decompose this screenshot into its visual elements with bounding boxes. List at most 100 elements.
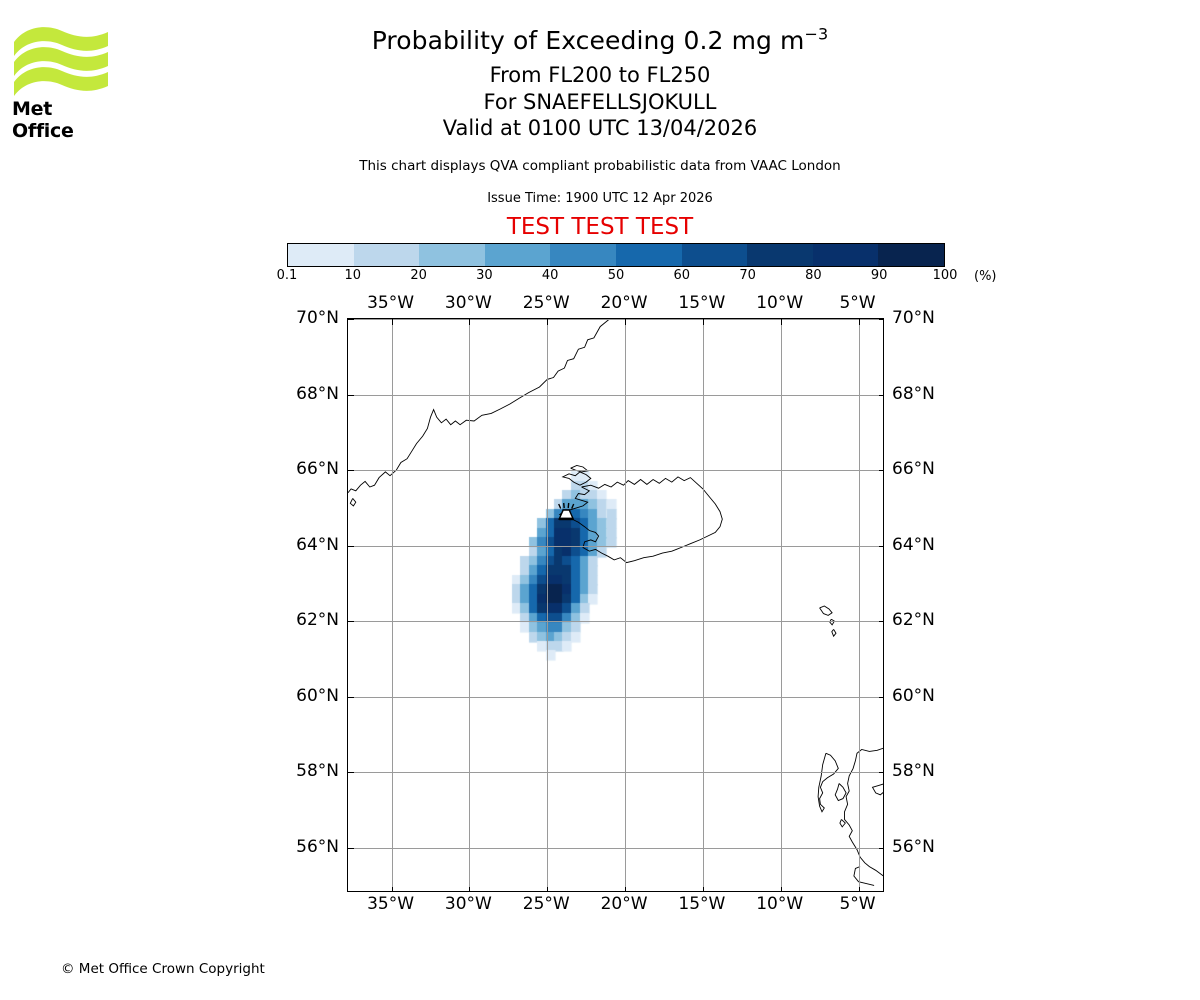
colorbar-tick-40: 40: [541, 268, 559, 283]
gridline-lon: [625, 319, 627, 891]
page-title-exponent: −3: [804, 24, 829, 44]
lat-label-right-64°N: 64°N: [892, 534, 935, 555]
volcano-name-subtitle: For SNAEFELLSJOKULL: [483, 90, 717, 114]
gridline-lat: [348, 621, 883, 623]
lat-label-left-62°N: 62°N: [296, 610, 339, 631]
colorbar-band-8: [812, 244, 879, 266]
lon-label-top-25°W: 25°W: [522, 293, 570, 313]
map-plot-inner: [348, 319, 883, 891]
volcano-marker-overlay: [558, 502, 575, 521]
lon-label-bottom-25°W: 25°W: [522, 894, 570, 914]
colorbar-tick-80: 80: [805, 268, 822, 283]
colorbar-tick-50: 50: [607, 268, 625, 283]
tick-lon: [391, 319, 393, 325]
lon-label-bottom-20°W: 20°W: [600, 894, 648, 914]
lon-label-bottom-15°W: 15°W: [678, 894, 726, 914]
colorbar-unit-label: (%): [974, 269, 997, 284]
gridline-lon: [391, 319, 393, 891]
lon-label-top-5°W: 5°W: [839, 293, 876, 313]
tick-lat: [348, 319, 354, 320]
page-title-text: Probability of Exceeding 0.2 mg m: [371, 26, 805, 55]
tick-lon: [469, 887, 471, 891]
gridline-lat: [348, 319, 883, 320]
colorbar-band-3: [484, 244, 551, 266]
colorbar-tick-0.1: 0.1: [276, 268, 298, 283]
tick-lon: [780, 319, 782, 325]
gridline-lat: [348, 470, 883, 472]
gridline-lat: [348, 772, 883, 774]
colorbar-tick-70: 70: [739, 268, 756, 283]
lon-label-bottom-5°W: 5°W: [839, 894, 876, 914]
lat-label-right-56°N: 56°N: [892, 836, 935, 857]
tick-lon: [780, 887, 782, 891]
colorbar-tick-10: 10: [344, 268, 362, 283]
tick-lat: [879, 319, 883, 320]
lon-label-bottom-10°W: 10°W: [756, 894, 804, 914]
colorbar-band-0: [288, 244, 354, 266]
lat-label-left-64°N: 64°N: [296, 534, 339, 555]
tick-lat: [348, 545, 354, 547]
map-plot-area[interactable]: [347, 318, 884, 892]
tick-lat: [879, 772, 883, 774]
lon-label-top-15°W: 15°W: [678, 293, 726, 313]
lat-label-right-66°N: 66°N: [892, 459, 935, 480]
lat-label-left-68°N: 68°N: [296, 383, 339, 404]
flight-level-subtitle: From FL200 to FL250: [489, 63, 711, 87]
lon-label-top-30°W: 30°W: [444, 293, 492, 313]
colorbar-tick-90: 90: [870, 268, 888, 283]
colorbar-tick-60: 60: [673, 268, 691, 283]
colorbar-band-1: [353, 244, 420, 266]
tick-lat: [348, 772, 354, 774]
lat-label-right-68°N: 68°N: [892, 383, 935, 404]
gridline-lon: [469, 319, 471, 891]
lat-label-left-60°N: 60°N: [296, 685, 339, 706]
lat-label-left-58°N: 58°N: [296, 761, 339, 782]
tick-lon: [702, 319, 704, 325]
tick-lat: [348, 394, 354, 396]
colorbar-band-6: [681, 244, 748, 266]
gridline-lon: [858, 319, 860, 891]
tick-lat: [348, 696, 354, 698]
lat-label-right-58°N: 58°N: [892, 761, 935, 782]
met-office-wave-icon: [14, 27, 108, 96]
lon-label-top-10°W: 10°W: [756, 293, 804, 313]
colorbar-tick-labels: 0.1 10 20 30 40 50 60 70 80 90 100: [277, 268, 958, 286]
tick-lat: [879, 394, 883, 396]
tick-lon: [858, 319, 860, 325]
gridline-lon: [547, 319, 549, 891]
colorbar-tick-20: 20: [410, 268, 427, 283]
gridline-lat: [348, 847, 883, 849]
colorbar-band-7: [747, 244, 813, 266]
colorbar-band-4: [550, 244, 616, 266]
tick-lat: [348, 847, 354, 849]
lat-label-right-62°N: 62°N: [892, 610, 935, 631]
volcano-symbol: [558, 502, 575, 521]
page-title: Probability of Exceeding 0.2 mg m−3: [0, 26, 1200, 55]
gridline-lat: [348, 696, 883, 698]
lon-label-top-35°W: 35°W: [367, 293, 415, 313]
tick-lon: [858, 887, 860, 891]
gridline-lat: [348, 394, 883, 396]
gridline-lon: [780, 319, 782, 891]
tick-lon: [702, 887, 704, 891]
valid-time-subtitle: Valid at 0100 UTC 13/04/2026: [442, 116, 758, 140]
colorbar-tick-100: 100: [932, 268, 958, 283]
tick-lat: [879, 545, 883, 547]
tick-lon: [625, 887, 627, 891]
tick-lat: [879, 470, 883, 472]
lat-label-right-60°N: 60°N: [892, 685, 935, 706]
met-office-logo: Met Office: [12, 20, 112, 142]
lon-label-top-20°W: 20°W: [600, 293, 648, 313]
qva-compliance-note: This chart displays QVA compliant probab…: [359, 158, 841, 174]
tick-lat: [879, 696, 883, 698]
tick-lon: [469, 319, 471, 325]
colorbar-band-9: [878, 244, 944, 266]
tick-lat: [879, 847, 883, 849]
tick-lat: [879, 621, 883, 623]
colorbar-band-5: [615, 244, 682, 266]
test-banner: TEST TEST TEST: [506, 214, 694, 240]
gridline-lat: [348, 545, 883, 547]
tick-lon: [547, 887, 549, 891]
lat-label-left-66°N: 66°N: [296, 459, 339, 480]
tick-lat: [348, 621, 354, 623]
